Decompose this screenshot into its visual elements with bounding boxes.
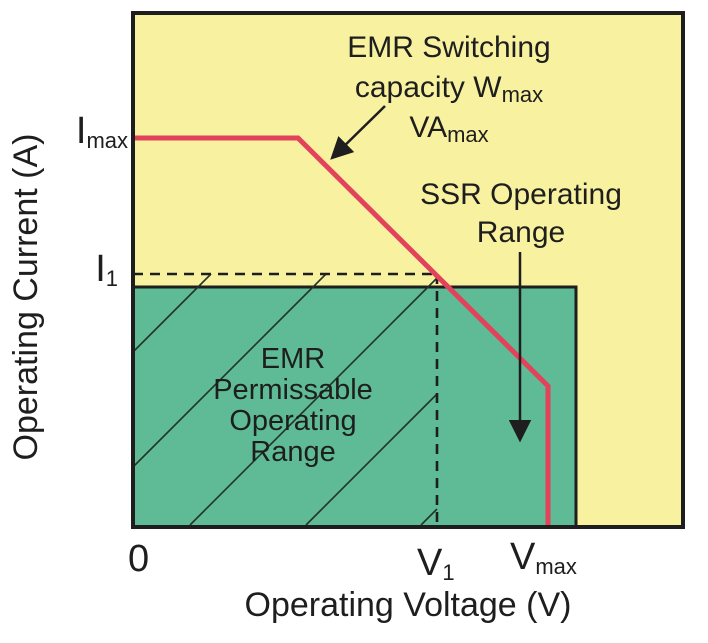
annotation-arrows	[330, 105, 532, 443]
y-tick-i1: I1	[58, 248, 118, 291]
y-tick-imax: Imax	[68, 110, 128, 153]
x-tick-zero: 0	[128, 538, 150, 580]
reference-dashed-lines	[133, 272, 439, 527]
imax-base: I	[75, 110, 87, 152]
vmax-base: V	[510, 536, 536, 578]
v1-base: V	[417, 542, 443, 584]
emr-switching-arrow	[330, 105, 386, 160]
vmax-sub: max	[535, 553, 577, 579]
emr-permissable-line2: Permissable	[213, 374, 373, 406]
emr-switching-line2-sub: max	[501, 81, 544, 107]
emr-permissable-annotation: EMR Permissable Operating Range	[213, 344, 373, 468]
i1-base: I	[95, 248, 106, 290]
x-axis-title: Operating Voltage (V)	[244, 586, 572, 625]
emr-permissable-line1: EMR	[260, 343, 326, 375]
emr-switching-line3-text: VA	[409, 111, 448, 144]
ssr-range-line2: Range	[476, 216, 566, 249]
emr-capacity-line	[133, 135, 551, 527]
emr-switching-line3-sub: max	[447, 121, 489, 147]
emr-hatch-lines	[132, 273, 438, 526]
ssr-range-annotation: SSR Operating Range	[420, 176, 622, 252]
ssr-region-rect	[131, 285, 578, 529]
emr-switching-annotation: EMR Switching capacity Wmax VAmax	[347, 28, 550, 148]
emr-switching-line2-text: capacity W	[354, 71, 502, 104]
v1-sub: 1	[442, 559, 455, 585]
plot-border	[131, 11, 685, 529]
x-tick-vmax: Vmax	[510, 536, 577, 579]
emr-permissable-line3: Operating	[229, 405, 357, 437]
imax-sub: max	[86, 127, 128, 153]
emr-permissable-line4: Range	[250, 436, 336, 468]
emr-switching-line3: VAmax	[347, 108, 550, 148]
i1-sub: 1	[105, 265, 118, 291]
emr-switching-line2: capacity Wmax	[347, 68, 550, 108]
x-tick-v1: V1	[417, 542, 455, 585]
emr-switching-line1: EMR Switching	[347, 31, 551, 64]
y-axis-title: Operating Current (A)	[7, 133, 46, 461]
ssr-range-line1: SSR Operating	[420, 178, 622, 211]
